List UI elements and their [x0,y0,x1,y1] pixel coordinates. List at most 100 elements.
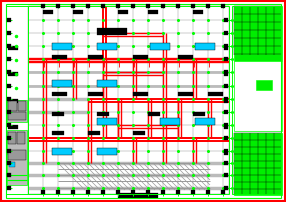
Bar [52,80,72,87]
Bar [224,99,228,103]
Bar [208,92,223,96]
Bar [256,80,272,90]
Bar [86,190,90,194]
Bar [52,131,64,135]
Bar [133,55,148,59]
Bar [224,97,228,101]
Bar [178,92,193,96]
Bar [161,190,165,194]
Bar [224,173,228,177]
Bar [18,101,26,111]
Bar [146,190,150,194]
Bar [71,190,75,194]
Bar [224,125,228,129]
Bar [224,57,228,61]
Bar [88,92,103,96]
Bar [8,99,18,103]
Bar [224,31,228,35]
Bar [224,149,228,153]
Bar [224,84,228,88]
Bar [97,43,117,50]
Bar [7,18,11,22]
Bar [206,190,210,194]
Bar [7,84,11,88]
Bar [116,190,120,194]
Bar [7,110,11,114]
Bar [224,110,228,114]
Bar [131,190,135,194]
Bar [224,46,228,50]
Bar [224,18,228,22]
Bar [224,186,228,190]
Bar [8,150,26,160]
Bar [224,44,228,48]
Bar [118,10,128,14]
Bar [8,46,18,50]
Bar [232,6,281,194]
Bar [148,10,158,14]
Bar [6,6,28,194]
Bar [224,70,228,74]
Bar [52,148,72,155]
Bar [97,28,127,35]
Bar [52,112,64,116]
Bar [195,43,215,50]
Bar [71,4,75,8]
Bar [7,186,11,190]
Bar [146,4,150,8]
Bar [101,190,105,194]
Bar [221,190,225,194]
Bar [43,10,53,14]
Bar [193,10,203,14]
Bar [97,112,109,116]
Bar [7,70,11,74]
Bar [41,4,45,8]
Bar [52,43,72,50]
Bar [224,72,228,76]
Bar [8,125,18,129]
Bar [7,44,11,48]
Bar [56,190,60,194]
Bar [224,123,228,127]
Bar [224,161,228,165]
Bar [28,6,229,194]
Bar [234,133,282,195]
Bar [234,6,282,61]
Bar [97,80,117,87]
Bar [8,112,26,120]
Bar [161,4,165,8]
Bar [101,4,105,8]
Bar [148,112,160,116]
Bar [133,92,148,96]
Bar [178,55,193,59]
Bar [7,173,11,177]
Bar [7,149,11,153]
Bar [8,101,17,111]
Bar [176,4,180,8]
Bar [52,92,67,96]
Bar [7,97,11,101]
Bar [118,193,158,198]
Bar [88,131,100,135]
Bar [195,118,215,125]
Bar [97,118,117,125]
Bar [88,55,103,59]
Bar [8,72,18,76]
Bar [41,190,45,194]
Bar [176,190,180,194]
Bar [7,31,11,35]
Bar [191,190,195,194]
Bar [116,4,120,8]
Bar [224,151,228,155]
Bar [86,4,90,8]
Bar [7,136,11,140]
Bar [191,4,195,8]
Bar [206,4,210,8]
Bar [73,10,83,14]
Bar [193,112,205,116]
Bar [8,151,18,155]
Bar [9,162,15,167]
Bar [52,55,67,59]
Bar [221,4,225,8]
Bar [224,136,228,140]
